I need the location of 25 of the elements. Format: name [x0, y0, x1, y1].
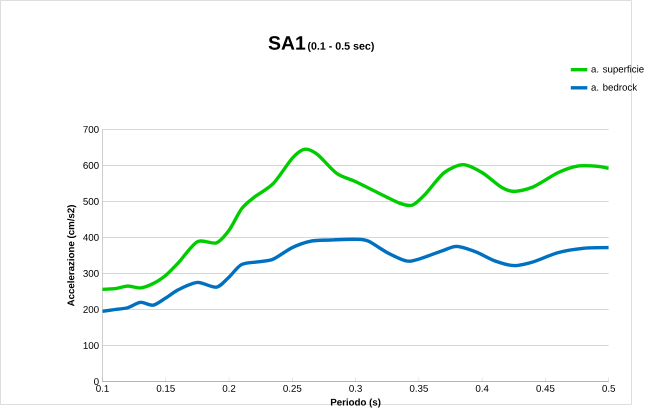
y-tick-label: 300: [83, 270, 99, 278]
x-tick-label: 0.2: [222, 385, 236, 392]
x-tick-label: 0.15: [156, 385, 175, 392]
line-series: [102, 148, 609, 292]
legend-label: a. superficie: [591, 66, 644, 75]
x-tick-label: 0.4: [476, 385, 489, 392]
y-tick-label: 0: [94, 378, 99, 386]
y-tick-label: 400: [83, 234, 99, 242]
x-tick-label: 0.35: [410, 385, 428, 392]
y-tick-label: 100: [84, 342, 99, 350]
chart-title: SA1: [268, 36, 306, 50]
x-tick-label: 0.5: [602, 385, 616, 392]
chart-subtitle: (0.1 - 0.5 sec): [308, 42, 374, 52]
y-tick-label: 500: [83, 198, 99, 205]
y-tick-label: 600: [83, 162, 99, 169]
x-tick-label: 0.1: [96, 385, 109, 392]
y-tick-label: 200: [83, 306, 99, 314]
y-axis-title: Accelerazione (cm/s2): [67, 205, 76, 306]
x-tick-label: 0.25: [283, 385, 302, 392]
line-series: [102, 238, 609, 314]
y-tick-label: 700: [83, 126, 99, 133]
x-tick-label: 0.3: [349, 385, 362, 392]
x-tick-label: 0.45: [536, 385, 554, 392]
x-axis-title: Periodo (s): [330, 398, 380, 408]
legend-label: a. bedrock: [591, 84, 638, 91]
